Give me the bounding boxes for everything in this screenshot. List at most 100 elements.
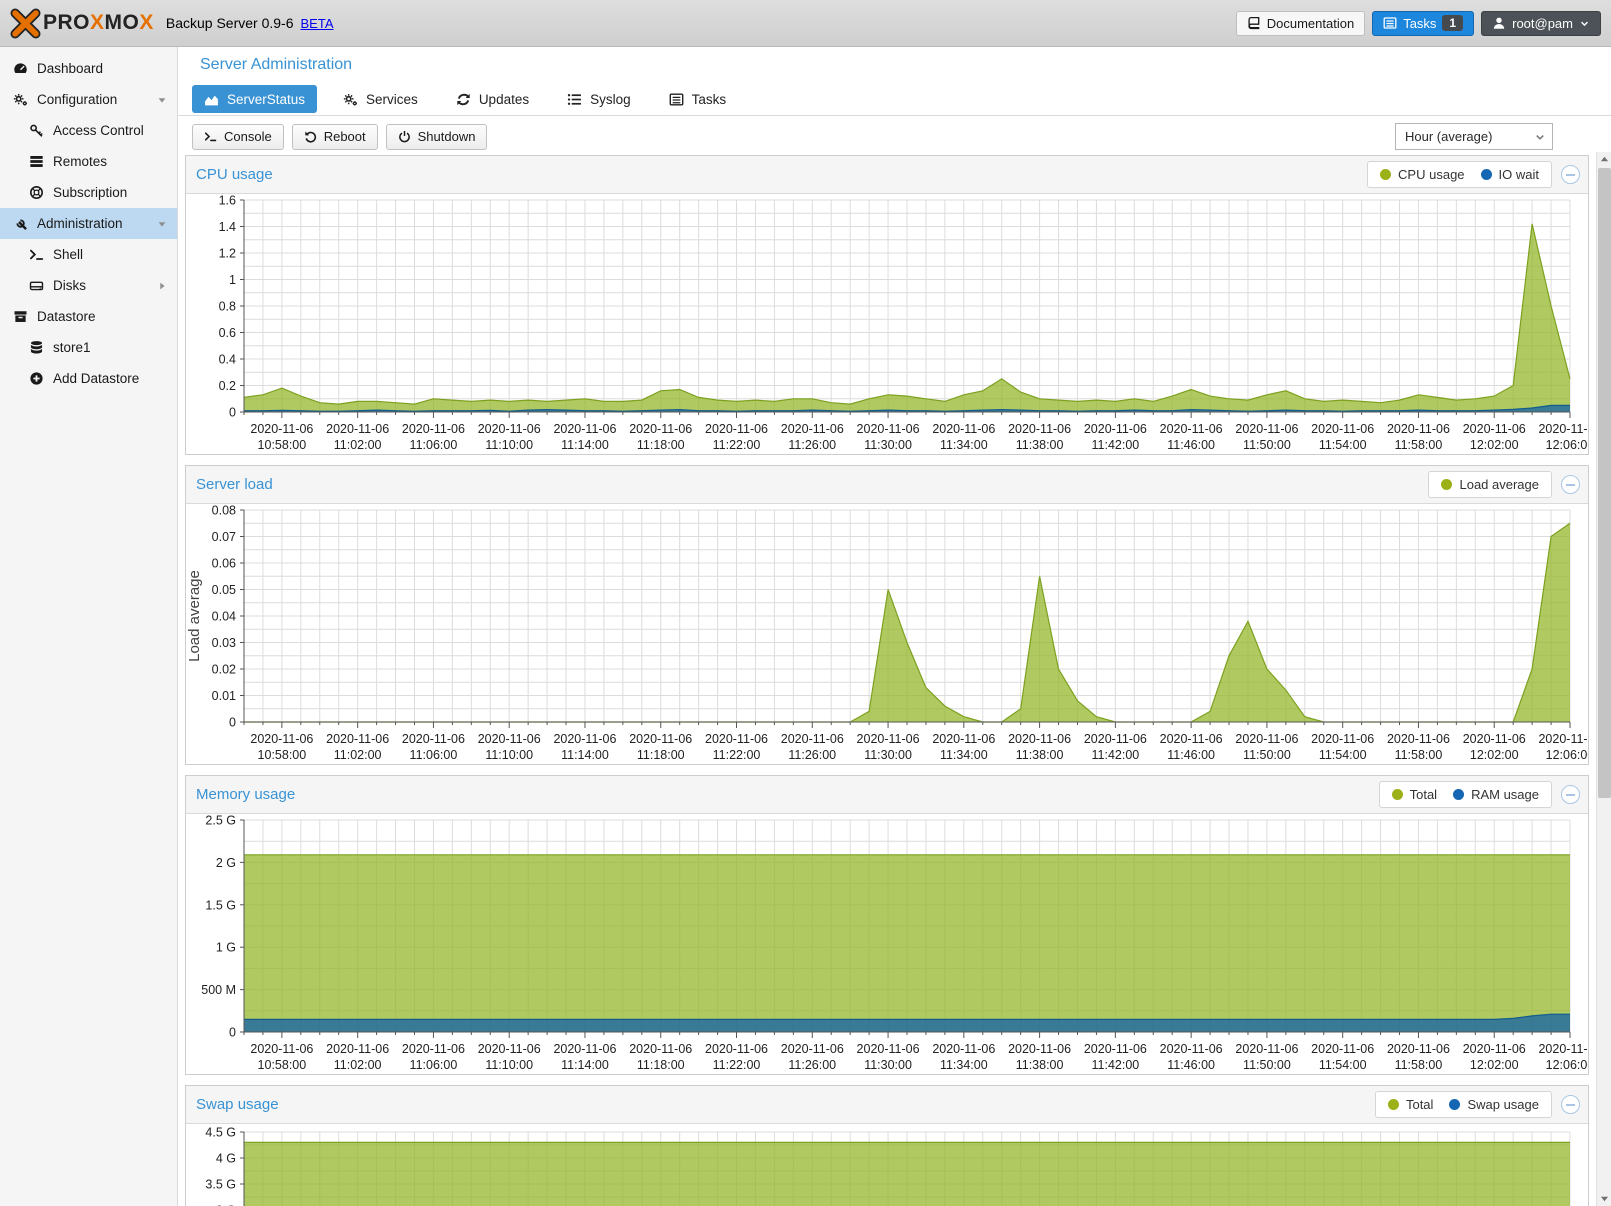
- sidebar-item-label: store1: [53, 340, 91, 355]
- panel-title: Server load: [196, 476, 273, 493]
- tasks-label: Tasks: [1403, 16, 1436, 31]
- svg-text:Load average: Load average: [186, 570, 203, 662]
- svg-text:2020-11-06: 2020-11-06: [402, 422, 465, 436]
- toolbar: Console Reboot Shutdown Hour (average): [178, 116, 1611, 157]
- svg-text:1 G: 1 G: [216, 941, 236, 955]
- panel-cpu-usage: CPU usage CPU usageIO wait 1.61.41.210.8…: [185, 155, 1589, 455]
- collapse-panel-button[interactable]: [1561, 1095, 1580, 1114]
- svg-text:11:38:00: 11:38:00: [1016, 748, 1064, 762]
- proxmox-x-icon: [10, 8, 41, 39]
- svg-text:11:58:00: 11:58:00: [1395, 748, 1443, 762]
- svg-text:2020-11-06: 2020-11-06: [781, 732, 844, 746]
- svg-text:0.01: 0.01: [212, 689, 236, 703]
- svg-text:2020-11-06: 2020-11-06: [781, 1042, 844, 1056]
- svg-text:0: 0: [229, 716, 236, 730]
- sidebar-item-configuration[interactable]: Configuration: [0, 84, 177, 115]
- proxmox-logo: PROXMOX: [10, 8, 154, 39]
- svg-text:2020-11-06: 2020-11-06: [1008, 422, 1071, 436]
- legend-label: Swap usage: [1467, 1097, 1539, 1112]
- svg-text:2020-11-06: 2020-11-06: [1008, 1042, 1071, 1056]
- svg-text:2020-11-06: 2020-11-06: [1387, 732, 1450, 746]
- sidebar-item-access-control[interactable]: Access Control: [0, 115, 177, 146]
- tab-serverstatus[interactable]: ServerStatus: [192, 85, 317, 113]
- sidebar-item-store1[interactable]: store1: [0, 332, 177, 363]
- beta-link[interactable]: BETA: [301, 16, 334, 31]
- wrench-icon: [12, 216, 29, 231]
- svg-text:2020-11-06: 2020-11-06: [629, 1042, 692, 1056]
- svg-text:10:58:00: 10:58:00: [258, 748, 307, 762]
- svg-text:2020-11-06: 2020-11-06: [326, 1042, 389, 1056]
- svg-text:2020-11-06: 2020-11-06: [402, 1042, 465, 1056]
- scroll-up-arrow[interactable]: [1597, 152, 1611, 167]
- user-menu-button[interactable]: root@pam: [1481, 11, 1601, 36]
- svg-text:2020-11-06: 2020-11-06: [326, 422, 389, 436]
- svg-text:2020-11-06: 2020-11-06: [1160, 1042, 1223, 1056]
- collapse-panel-button[interactable]: [1561, 785, 1580, 804]
- svg-text:11:14:00: 11:14:00: [561, 438, 609, 452]
- sidebar-item-disks[interactable]: Disks: [0, 270, 177, 301]
- documentation-button[interactable]: Documentation: [1236, 11, 1365, 36]
- svg-text:10:58:00: 10:58:00: [258, 438, 307, 452]
- tab-bar: ServerStatus Services Updates Syslog Tasks: [178, 83, 1611, 116]
- reboot-button[interactable]: Reboot: [292, 124, 378, 150]
- svg-text:11:02:00: 11:02:00: [334, 748, 382, 762]
- svg-text:11:30:00: 11:30:00: [864, 748, 912, 762]
- svg-text:2020-11-06: 2020-11-06: [1387, 422, 1450, 436]
- tab-syslog[interactable]: Syslog: [555, 85, 643, 113]
- legend-item[interactable]: RAM usage: [1453, 787, 1539, 802]
- vertical-scrollbar: [1596, 152, 1611, 1206]
- tasks-icon: [1383, 16, 1397, 30]
- sidebar-item-datastore[interactable]: Datastore: [0, 301, 177, 332]
- svg-text:11:38:00: 11:38:00: [1016, 438, 1064, 452]
- legend-item[interactable]: IO wait: [1481, 167, 1539, 182]
- svg-text:2020-11-06: 2020-11-06: [1008, 732, 1071, 746]
- svg-text:0.6: 0.6: [219, 326, 236, 340]
- caret-down-icon: [156, 94, 168, 106]
- svg-text:2020-11-06: 2020-11-06: [1160, 732, 1223, 746]
- svg-text:11:10:00: 11:10:00: [485, 1058, 533, 1072]
- sidebar-item-remotes[interactable]: Remotes: [0, 146, 177, 177]
- legend-item[interactable]: Load average: [1441, 477, 1539, 492]
- svg-text:2020-11-06: 2020-11-06: [1463, 422, 1526, 436]
- sidebar-item-label: Subscription: [53, 185, 127, 200]
- svg-text:2020-11-06: 2020-11-06: [932, 1042, 995, 1056]
- svg-text:0.08: 0.08: [212, 504, 236, 518]
- sidebar-item-label: Datastore: [37, 309, 96, 324]
- time-range-select[interactable]: Hour (average): [1395, 123, 1553, 150]
- sidebar-item-add-datastore[interactable]: Add Datastore: [0, 363, 177, 394]
- sidebar-item-dashboard[interactable]: Dashboard: [0, 53, 177, 84]
- sidebar-item-subscription[interactable]: Subscription: [0, 177, 177, 208]
- legend-item[interactable]: CPU usage: [1380, 167, 1464, 182]
- collapse-panel-button[interactable]: [1561, 165, 1580, 184]
- svg-text:0.06: 0.06: [212, 557, 236, 571]
- tab-updates[interactable]: Updates: [444, 85, 541, 113]
- legend-item[interactable]: Total: [1388, 1097, 1433, 1112]
- panel-title: Swap usage: [196, 1096, 279, 1113]
- svg-text:1.5 G: 1.5 G: [205, 898, 236, 912]
- terminal-icon: [204, 130, 217, 143]
- svg-text:3.5 G: 3.5 G: [205, 1178, 236, 1192]
- user-label: root@pam: [1512, 16, 1573, 31]
- chevron-down-icon: [1579, 18, 1590, 29]
- tab-tasks[interactable]: Tasks: [657, 85, 739, 113]
- svg-text:2020-11-06: 2020-11-06: [402, 732, 465, 746]
- collapse-panel-button[interactable]: [1561, 475, 1580, 494]
- scroll-down-arrow[interactable]: [1597, 1191, 1611, 1206]
- shutdown-button[interactable]: Shutdown: [386, 124, 488, 150]
- legend-item[interactable]: Swap usage: [1449, 1097, 1539, 1112]
- svg-text:1.4: 1.4: [219, 220, 236, 234]
- legend-label: CPU usage: [1398, 167, 1464, 182]
- legend-item[interactable]: Total: [1392, 787, 1437, 802]
- sidebar-item-administration[interactable]: Administration: [0, 208, 177, 239]
- svg-text:2020-11-06: 2020-11-06: [705, 1042, 768, 1056]
- tasks-button[interactable]: Tasks 1: [1372, 11, 1474, 36]
- scrollbar-thumb[interactable]: [1598, 168, 1611, 798]
- svg-text:2020-11-06: 2020-11-06: [553, 422, 616, 436]
- svg-text:2020-11-06: 2020-11-06: [1387, 1042, 1450, 1056]
- console-button[interactable]: Console: [192, 124, 284, 150]
- legend-dot-icon: [1380, 169, 1391, 180]
- svg-text:2020-11-06: 2020-11-06: [1463, 1042, 1526, 1056]
- sidebar-item-shell[interactable]: Shell: [0, 239, 177, 270]
- swap-usage-chart: 4.5 G4 G3.5 G3 G2.5 G2 G1.5 G1 G500 M020…: [186, 1124, 1588, 1206]
- tab-services[interactable]: Services: [331, 85, 430, 113]
